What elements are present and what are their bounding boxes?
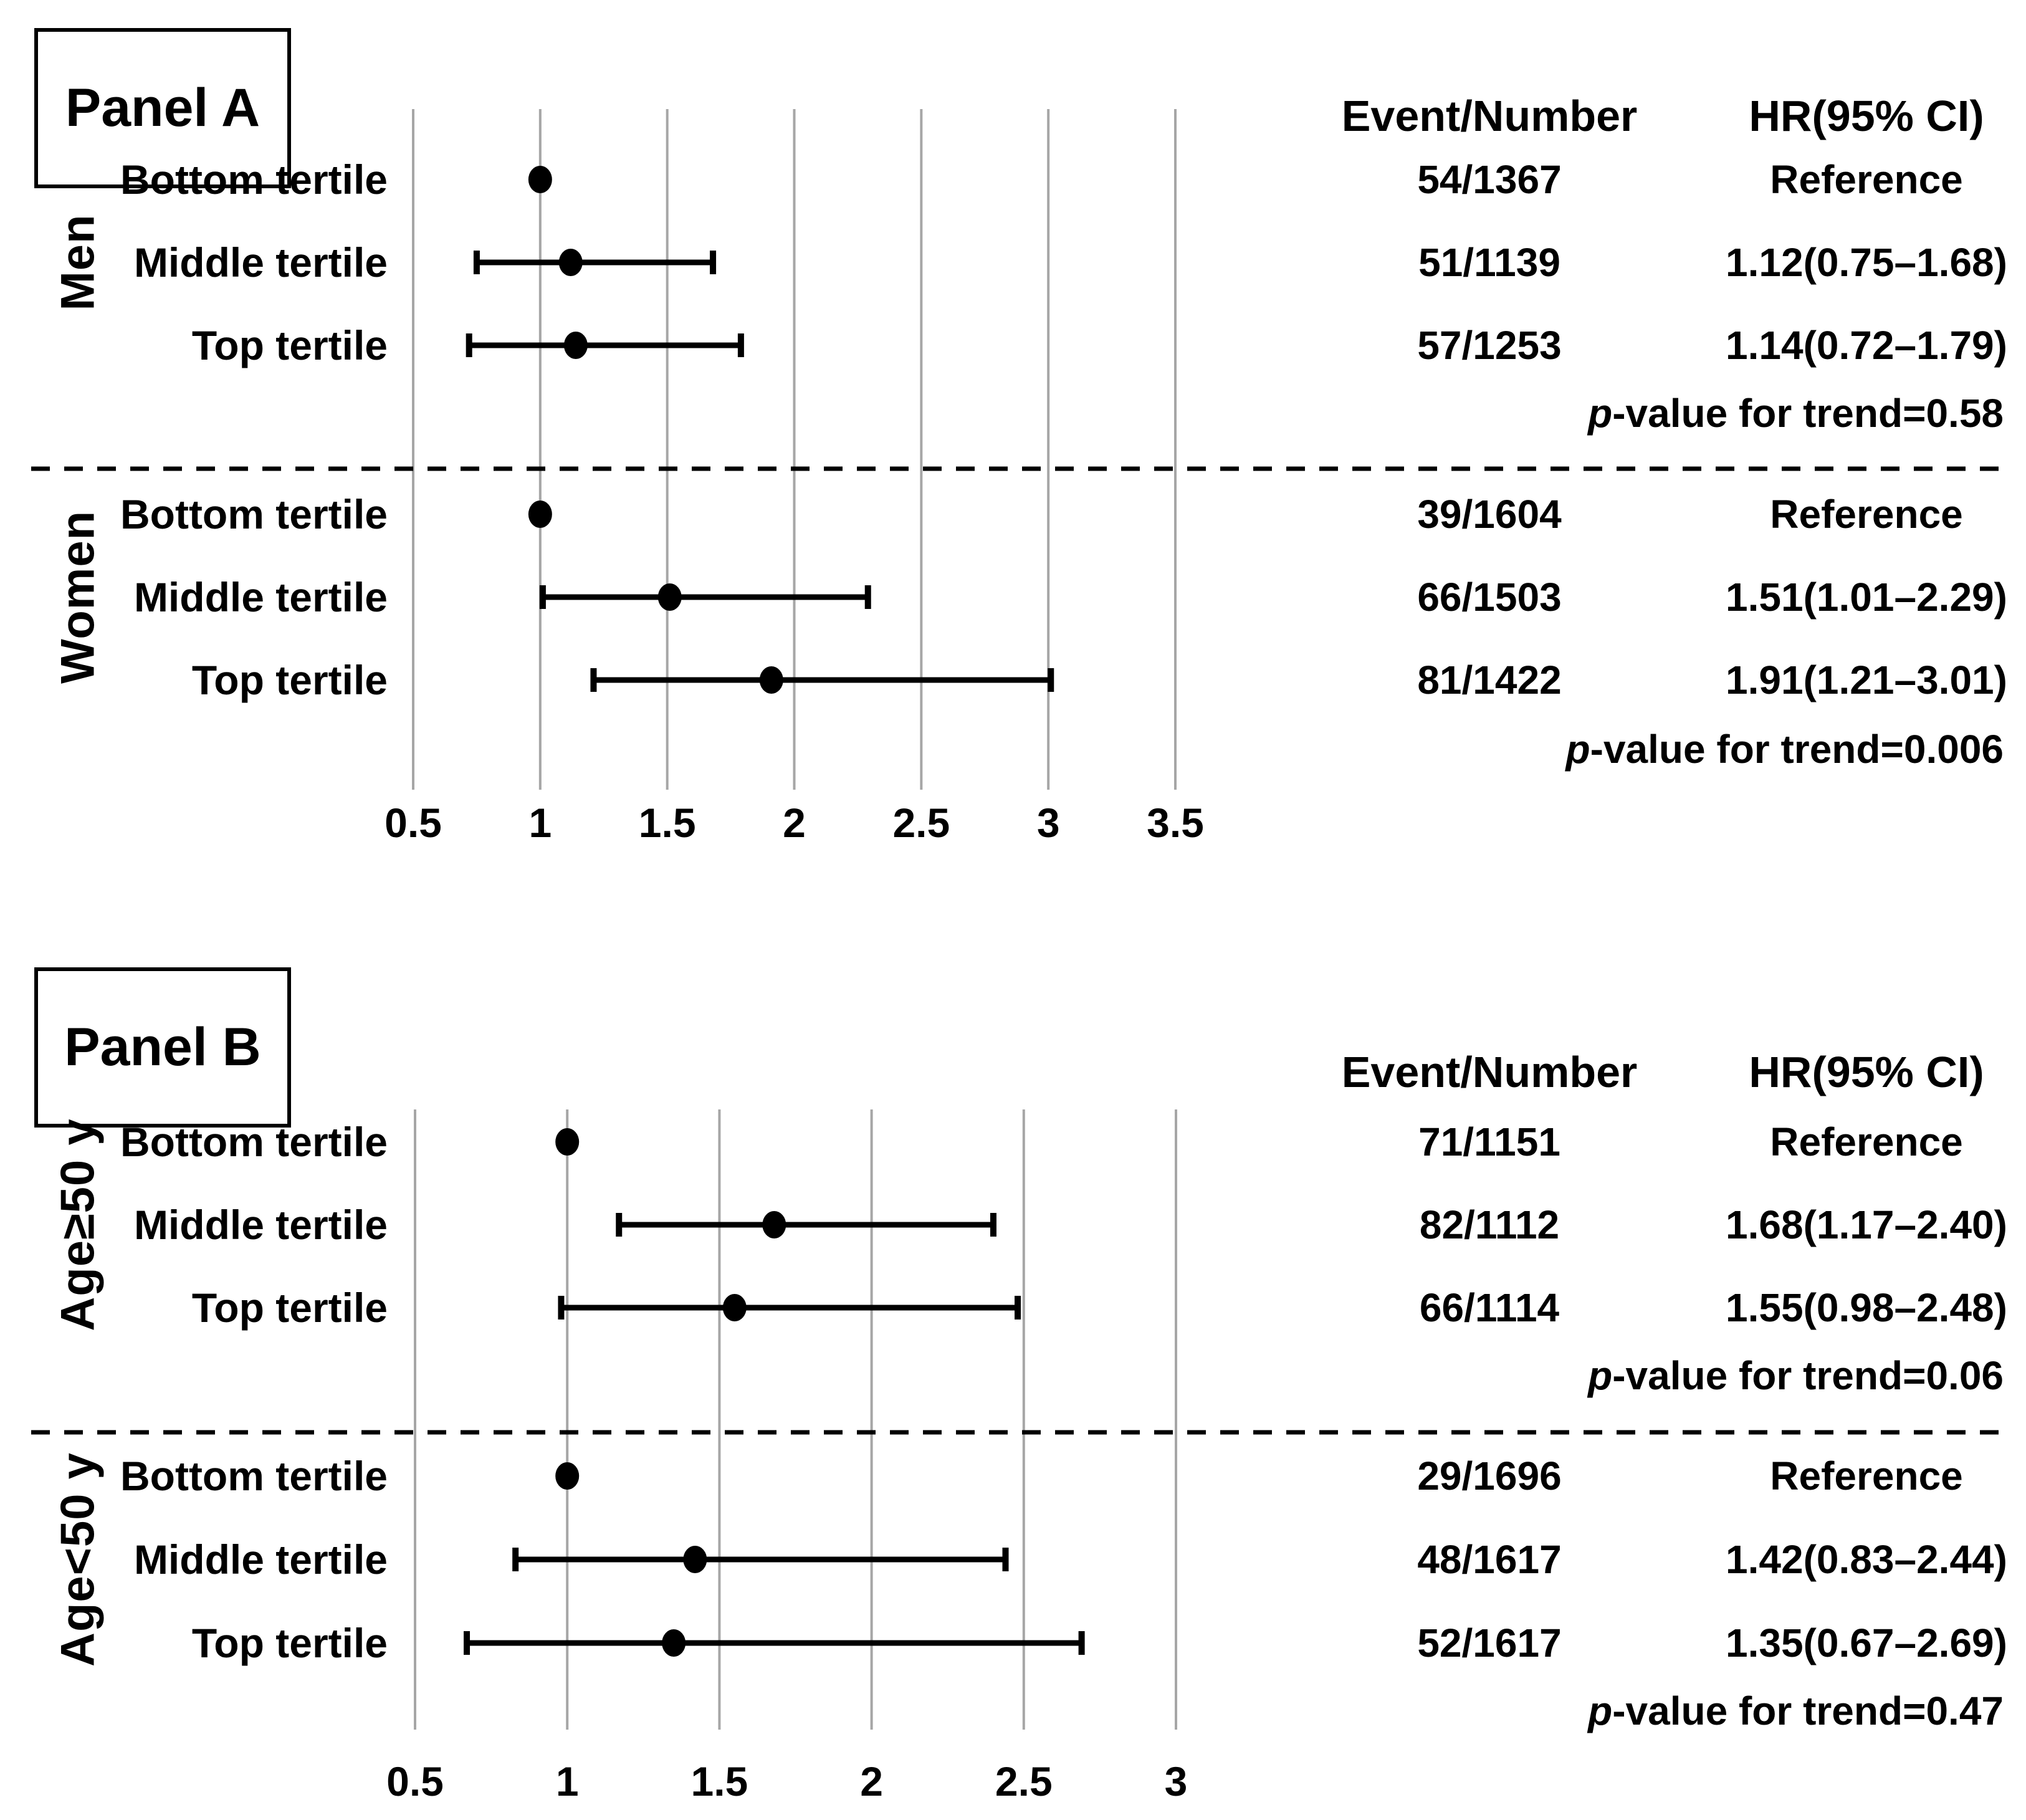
event-number-value: 29/1696 <box>1417 1454 1562 1498</box>
hr-ci-value: 1.55(0.98–2.48) <box>1726 1285 2007 1330</box>
panel-b-title: Panel B <box>64 1017 261 1077</box>
row-label: Middle tertile <box>133 1536 388 1583</box>
panel-a-column-header-event-number: Event/Number <box>1341 92 1638 140</box>
axis-tick-label: 2.5 <box>995 1758 1053 1804</box>
p-trend-text: -value for trend=0.58 <box>1612 391 2004 436</box>
hr-ci-value: 1.51(1.01–2.29) <box>1726 575 2007 620</box>
hr-ci-value: Reference <box>1770 492 1963 537</box>
axis-tick-label: 1.5 <box>638 800 696 846</box>
axis-tick-label: 2.5 <box>892 800 950 846</box>
row-label: Top tertile <box>191 657 388 703</box>
hr-point <box>558 249 583 276</box>
hr-point <box>759 666 783 694</box>
panel-b-column-header-event-number: Event/Number <box>1341 1048 1638 1096</box>
axis-tick-label: 3 <box>1164 1758 1188 1804</box>
row-label: Middle tertile <box>133 574 388 620</box>
p-trend-text: -value for trend=0.006 <box>1590 727 2004 772</box>
hr-point <box>555 1462 580 1490</box>
axis-tick-label: 2 <box>783 800 806 846</box>
hr-point <box>657 583 682 611</box>
event-number-value: 71/1151 <box>1418 1119 1560 1164</box>
row-label: Bottom tertile <box>120 156 388 203</box>
group-label: Age≥50 y <box>51 1118 105 1331</box>
hr-point <box>722 1294 747 1321</box>
hr-ci-value: 1.35(0.67–2.69) <box>1726 1621 2007 1665</box>
group-label: Women <box>51 510 105 684</box>
row-label: Bottom tertile <box>120 1453 388 1499</box>
hr-point <box>528 501 552 528</box>
event-number-value: 39/1604 <box>1417 492 1562 537</box>
p-trend-italic-p: p <box>1588 1353 1613 1398</box>
panel-a-column-header-hr-ci: HR(95% CI) <box>1749 92 1984 140</box>
axis-tick-label: 1.5 <box>690 1758 748 1804</box>
hr-ci-value: 1.42(0.83–2.44) <box>1726 1537 2007 1582</box>
p-trend-text: -value for trend=0.47 <box>1612 1688 2004 1733</box>
event-number-value: 66/1114 <box>1419 1285 1560 1330</box>
hr-ci-value: 1.14(0.72–1.79) <box>1726 323 2007 368</box>
hr-point <box>662 1629 686 1657</box>
p-trend-italic-p: p <box>1565 727 1590 772</box>
group-label: Age<50 y <box>51 1452 105 1667</box>
row-label: Top tertile <box>191 1285 388 1331</box>
hr-ci-value: Reference <box>1770 1454 1963 1498</box>
row-label: Bottom tertile <box>120 491 388 537</box>
event-number-value: 82/1112 <box>1419 1202 1560 1247</box>
row-label: Top tertile <box>191 1620 388 1666</box>
axis-tick-label: 1 <box>528 800 552 846</box>
axis-tick-label: 1 <box>555 1758 579 1804</box>
row-label: Top tertile <box>191 322 388 368</box>
axis-tick-label: 3 <box>1036 800 1060 846</box>
hr-point <box>528 166 552 193</box>
hr-ci-value: 1.68(1.17–2.40) <box>1726 1202 2007 1247</box>
hr-point <box>563 332 588 359</box>
row-label: Middle tertile <box>133 1202 388 1248</box>
axis-tick-label: 2 <box>860 1758 883 1804</box>
p-trend-text: -value for trend=0.06 <box>1612 1353 2004 1398</box>
row-label: Middle tertile <box>133 239 388 285</box>
panel-b-column-header-hr-ci: HR(95% CI) <box>1749 1048 1984 1096</box>
axis-tick-label: 0.5 <box>386 1758 444 1804</box>
event-number-value: 54/1367 <box>1417 157 1562 202</box>
p-trend-label: p-value for trend=0.06 <box>1588 1353 2004 1399</box>
panel-a-title: Panel A <box>65 78 260 138</box>
event-number-value: 51/1139 <box>1418 240 1560 285</box>
event-number-value: 66/1503 <box>1417 575 1562 620</box>
hr-ci-value: 1.12(0.75–1.68) <box>1726 240 2007 285</box>
p-trend-label: p-value for trend=0.006 <box>1566 726 2004 772</box>
panel-b-title-box: Panel B <box>34 967 291 1128</box>
hr-ci-value: Reference <box>1770 157 1963 202</box>
hr-ci-value: Reference <box>1770 1119 1963 1164</box>
event-number-value: 57/1253 <box>1417 323 1562 368</box>
event-number-value: 52/1617 <box>1417 1621 1562 1665</box>
axis-tick-label: 0.5 <box>385 800 442 846</box>
p-trend-italic-p: p <box>1588 391 1613 436</box>
hr-point <box>683 1546 707 1573</box>
hr-point <box>762 1211 786 1238</box>
p-trend-label: p-value for trend=0.58 <box>1588 390 2004 436</box>
row-label: Bottom tertile <box>120 1119 388 1165</box>
event-number-value: 81/1422 <box>1417 658 1562 702</box>
group-label: Men <box>51 214 105 311</box>
panel-a-title-box: Panel A <box>34 28 291 188</box>
hr-ci-value: 1.91(1.21–3.01) <box>1726 658 2007 702</box>
hr-point <box>555 1128 580 1156</box>
p-trend-italic-p: p <box>1588 1688 1613 1733</box>
event-number-value: 48/1617 <box>1417 1537 1562 1582</box>
p-trend-label: p-value for trend=0.47 <box>1588 1688 2004 1734</box>
axis-tick-label: 3.5 <box>1147 800 1204 846</box>
